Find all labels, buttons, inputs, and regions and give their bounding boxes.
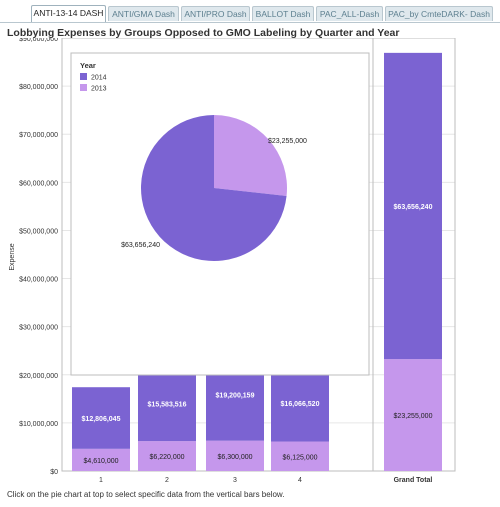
tab-anti-gma-dash[interactable]: ANTI/GMA Dash (108, 6, 179, 21)
y-tick-label: $30,000,000 (19, 325, 58, 332)
x-tick-label: 1 (99, 477, 103, 484)
bar-2014[interactable] (138, 366, 196, 442)
bar-2014-value-label: $63,656,240 (394, 204, 433, 211)
x-tick-label: 2 (165, 477, 169, 484)
pie-slice-label: $63,656,240 (121, 242, 160, 249)
pie-legend-swatch (80, 73, 87, 80)
tab-anti-pro-dash[interactable]: ANTI/PRO Dash (181, 6, 250, 21)
x-tick-label: 4 (298, 477, 302, 484)
bar-2014-value-label: $19,200,159 (216, 393, 255, 400)
bar-2013[interactable] (72, 448, 130, 471)
tab-pac-all-dash[interactable]: PAC_ALL-Dash (316, 6, 383, 21)
pie-slice-2014[interactable] (140, 115, 287, 261)
tab-anti-13-14-dash[interactable]: ANTI-13-14 DASH (31, 5, 106, 22)
y-axis-label: Expense (9, 243, 16, 270)
bar-2013[interactable] (138, 441, 196, 471)
y-tick-label: $20,000,000 (19, 373, 58, 380)
bar-2013-value-label: $23,255,000 (394, 413, 433, 420)
pie-legend-swatch (80, 84, 87, 91)
bar-2013-value-label: $6,125,000 (282, 454, 317, 461)
pie-legend-title: Year (80, 61, 96, 70)
y-tick-label: $40,000,000 (19, 277, 58, 284)
pie-legend-label: 2013 (91, 86, 107, 93)
pie-legend-label: 2014 (91, 75, 107, 82)
footer-instruction: Click on the pie chart at top to select … (7, 490, 285, 499)
pie-slice-2013[interactable] (214, 115, 287, 197)
pie-slice-label: $23,255,000 (268, 138, 307, 145)
y-tick-label: $0 (50, 469, 58, 476)
dashboard-tab-bar: ANTI-13-14 DASH ANTI/GMA Dash ANTI/PRO D… (0, 0, 500, 23)
y-tick-label: $10,000,000 (19, 421, 58, 428)
y-tick-label: $80,000,000 (19, 84, 58, 91)
bar-2013-value-label: $6,300,000 (217, 454, 252, 461)
bar-2014-value-label: $15,583,516 (148, 402, 187, 409)
bar-2014[interactable] (72, 387, 130, 449)
bar-2013-value-label: $4,610,000 (83, 458, 118, 465)
expense-chart: $0 $10,000,000 $20,000,000 $30,000,000 $40,0… (9, 38, 456, 484)
bar-2013[interactable] (271, 441, 329, 471)
x-tick-label: 3 (233, 477, 237, 484)
bar-2014-value-label: $12,806,045 (82, 416, 121, 423)
y-tick-label: $60,000,000 (19, 180, 58, 187)
bar-2014[interactable] (271, 364, 329, 442)
x-tick-label: Grand Total (394, 477, 433, 484)
bar-2013-value-label: $6,220,000 (149, 454, 184, 461)
bar-2014[interactable] (384, 52, 442, 360)
tab-pac-by-cmtedark-dash[interactable]: PAC_by CmteDARK- Dash (385, 6, 493, 21)
page-title: Lobbying Expenses by Groups Opposed to G… (7, 27, 400, 39)
y-tick-label: $90,000,000 (19, 38, 58, 43)
bar-2014-value-label: $16,066,520 (281, 401, 320, 408)
bar-2013[interactable] (206, 440, 264, 471)
tab-ballot-dash[interactable]: BALLOT Dash (252, 6, 314, 21)
bar-2013[interactable] (384, 359, 442, 471)
y-tick-label: $50,000,000 (19, 228, 58, 235)
y-tick-label: $70,000,000 (19, 132, 58, 139)
